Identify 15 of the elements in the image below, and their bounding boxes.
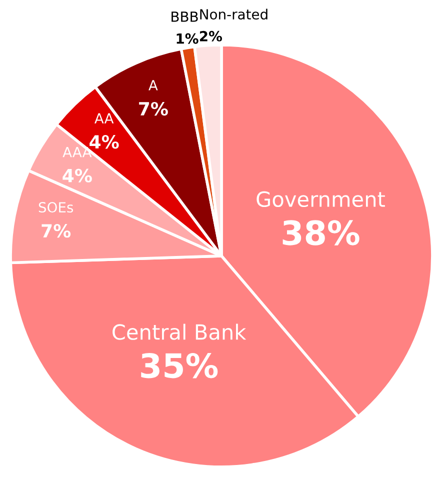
data-label: 7% (42, 224, 71, 238)
data-label: 4% (62, 168, 92, 182)
data-label: 1% (176, 33, 198, 44)
slice-label: Government (256, 191, 385, 208)
slice-label: A (148, 80, 158, 90)
data-label: 7% (139, 102, 168, 116)
data-label: 2% (200, 30, 222, 42)
slice-label: Non-rated (200, 8, 268, 20)
slice-label: BBB (172, 12, 198, 22)
data-label: 35% (141, 352, 218, 378)
slice-label: AA (94, 113, 114, 124)
slice-label: SOEs (38, 202, 74, 213)
slice-label: Central Bank (112, 324, 246, 340)
data-label: 4% (90, 135, 119, 149)
data-label: 38% (282, 220, 360, 246)
